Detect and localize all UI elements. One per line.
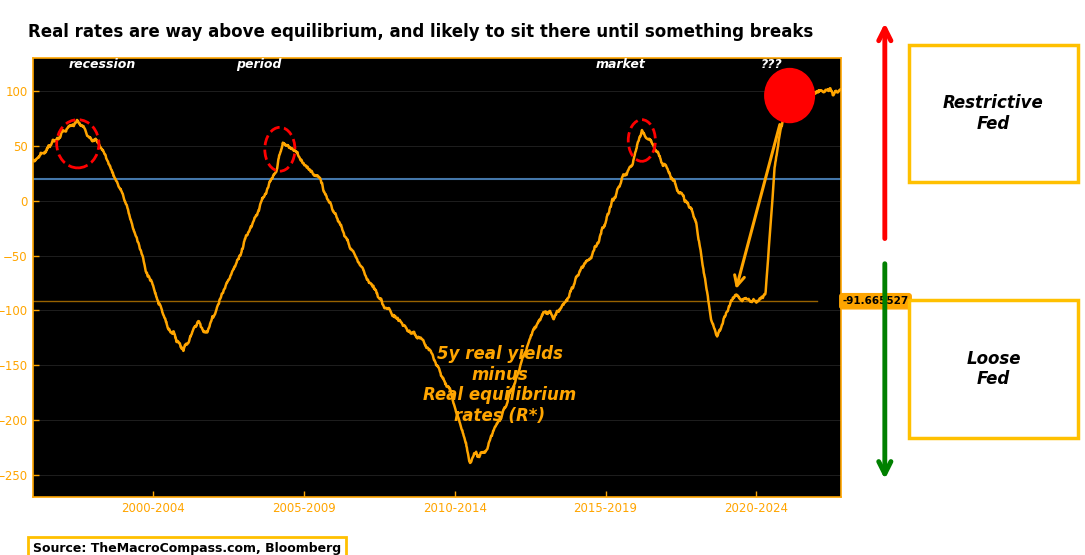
Text: Restrictive
Fed: Restrictive Fed (943, 94, 1044, 133)
Text: Real rates are way above equilibrium, and likely to sit there until something br: Real rates are way above equilibrium, an… (28, 23, 813, 41)
Text: -91.665527: -91.665527 (842, 296, 908, 306)
Ellipse shape (766, 69, 814, 122)
FancyBboxPatch shape (909, 300, 1077, 438)
Text: 2018 stock
market: 2018 stock market (582, 43, 660, 72)
Text: Source: TheMacroCompass.com, Bloomberg: Source: TheMacroCompass.com, Bloomberg (33, 542, 341, 555)
Text: 2001
recession: 2001 recession (68, 43, 136, 72)
Text: ???: ??? (761, 58, 782, 72)
Text: 5y real yields
minus
Real equilibrium
rates (R*): 5y real yields minus Real equilibrium ra… (423, 345, 576, 425)
Text: Loose
Fed: Loose Fed (967, 350, 1021, 388)
FancyBboxPatch shape (909, 45, 1077, 183)
Text: Pre-GFC
period: Pre-GFC period (230, 43, 288, 72)
